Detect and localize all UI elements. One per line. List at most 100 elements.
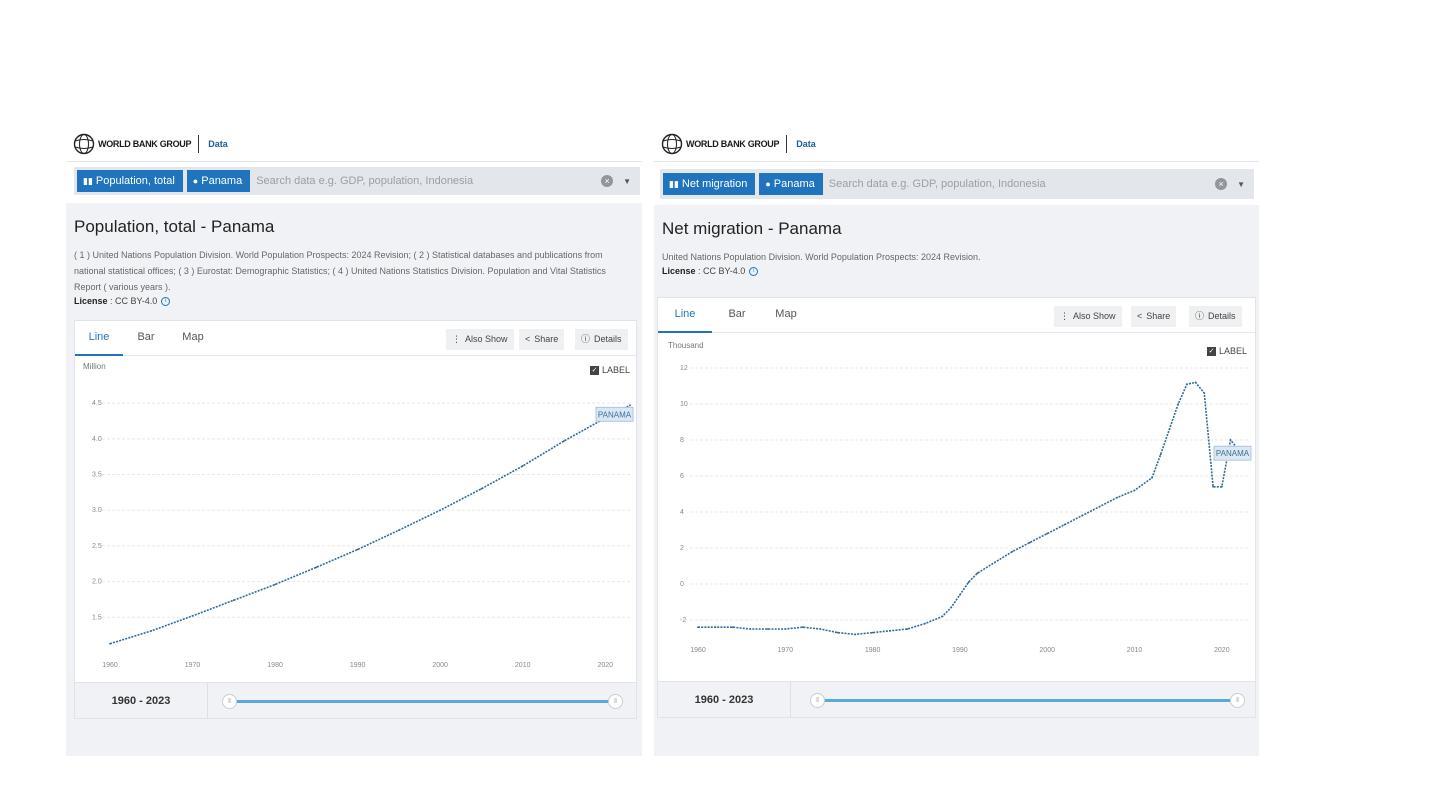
also-show-label: Also Show [1073, 311, 1116, 321]
chart-tabs: Line Bar Map ⋮ Also Show < Share ⓘ Details [75, 321, 636, 356]
label-toggle[interactable]: ✓ LABEL [1207, 346, 1247, 356]
data-point [1063, 523, 1066, 526]
data-point [563, 440, 565, 442]
data-point [732, 626, 734, 629]
net-migration-panel: WORLD BANK GROUP Data ▮▮ Net migration ●… [654, 126, 1259, 756]
world-bank-globe-logo[interactable] [661, 133, 683, 155]
tab-bar[interactable]: Bar [728, 308, 746, 320]
data-point [1185, 383, 1188, 386]
tab-line[interactable]: Line [75, 321, 123, 356]
data-link[interactable]: Data [208, 138, 228, 149]
y-tick-label: -2 [680, 617, 686, 624]
data-point [439, 509, 442, 512]
indicator-chip-label: Population, total [95, 175, 175, 187]
map-pin-icon: ● [192, 176, 199, 186]
indicator-chip[interactable]: ▮▮ Population, total [77, 170, 183, 192]
license-value[interactable]: : CC BY-4.0 [695, 266, 746, 276]
tab-map[interactable]: Map [775, 308, 797, 320]
info-circle-icon: ⓘ [1195, 311, 1205, 321]
data-point [480, 487, 483, 490]
tab-map[interactable]: Map [182, 331, 204, 343]
search-input[interactable]: Search data e.g. GDP, population, Indone… [828, 178, 1046, 190]
range-slider-end-handle[interactable]: ||| [608, 694, 623, 709]
info-icon[interactable]: i [161, 297, 171, 307]
search-bar: ▮▮ Net migration ● Panama Search data e.… [660, 169, 1254, 199]
data-point [1194, 381, 1197, 384]
y-tick-label: 1.5 [92, 614, 102, 621]
data-point [714, 626, 717, 629]
range-slider-track[interactable] [818, 699, 1236, 702]
share-button[interactable]: < Share [519, 329, 565, 350]
y-tick-label: 8 [680, 437, 684, 444]
chart-tabs: Line Bar Map ⋮ Also Show < Share ⓘ Details [658, 298, 1255, 333]
info-icon[interactable]: i [749, 267, 759, 277]
page-title: Population, total - Panama [74, 217, 275, 236]
tab-bar[interactable]: Bar [137, 331, 155, 343]
data-point [1220, 485, 1223, 488]
world-bank-globe-logo[interactable] [73, 133, 95, 155]
data-point [871, 631, 874, 634]
data-point [766, 628, 769, 630]
share-button[interactable]: < Share [1131, 306, 1177, 327]
label-toggle-text: LABEL [602, 365, 631, 375]
range-slider-track[interactable] [230, 700, 615, 703]
chevron-down-icon[interactable]: ▼ [1237, 179, 1245, 189]
y-tick-label: 3.0 [92, 507, 102, 514]
bar-chart-icon: ▮▮ [83, 176, 93, 186]
y-tick-label: 2.5 [92, 543, 102, 550]
data-point [150, 629, 153, 632]
x-tick-label: 1980 [865, 647, 881, 654]
data-point [906, 628, 909, 630]
data-point [1028, 541, 1031, 544]
search-input[interactable]: Search data e.g. GDP, population, Indone… [256, 175, 474, 187]
share-icon: < [525, 334, 531, 344]
also-show-button[interactable]: ⋮ Also Show [446, 329, 514, 350]
country-chip[interactable]: ● Panama [759, 173, 823, 195]
brand-name: WORLD BANK GROUP [686, 138, 780, 149]
data-point [397, 529, 400, 532]
data-point [191, 614, 194, 617]
search-bar: ▮▮ Population, total ● Panama Search dat… [74, 167, 640, 195]
data-point [109, 642, 111, 645]
content-area: Population, total - Panama ( 1 ) United … [66, 203, 642, 756]
series-line [698, 381, 1249, 636]
details-button[interactable]: ⓘ Details [575, 329, 628, 350]
x-tick-label: 1980 [267, 662, 283, 669]
page-title: Net migration - Panama [662, 219, 842, 238]
details-button[interactable]: ⓘ Details [1189, 306, 1242, 327]
country-chip[interactable]: ● Panama [186, 170, 251, 192]
x-tick-label: 2010 [1127, 647, 1143, 654]
y-tick-label: 12 [680, 365, 688, 372]
y-tick-label: 6 [680, 473, 684, 480]
data-point [993, 561, 996, 564]
data-point [976, 572, 979, 575]
clear-icon[interactable]: × [601, 175, 614, 187]
y-tick-label: 3.5 [92, 472, 102, 479]
data-point [356, 548, 359, 551]
population-panel: WORLD BANK GROUP Data ▮▮ Population, tot… [66, 126, 642, 756]
range-bar: 1960 - 2023 ||| ||| [75, 682, 636, 719]
range-slider-start-handle[interactable]: ||| [222, 694, 237, 709]
checkbox-icon[interactable]: ✓ [590, 365, 599, 375]
y-tick-label: 10 [680, 401, 688, 408]
data-link[interactable]: Data [796, 138, 816, 149]
license-value[interactable]: : CC BY-4.0 [107, 296, 158, 306]
also-show-button[interactable]: ⋮ Also Show [1054, 306, 1122, 327]
checkbox-icon[interactable]: ✓ [1207, 346, 1216, 356]
chevron-down-icon[interactable]: ▼ [623, 176, 631, 186]
x-tick-label: 2020 [1214, 647, 1230, 654]
source-note: ( 1 ) United Nations Population Division… [74, 250, 606, 292]
range-slider-start-handle[interactable]: ||| [810, 693, 825, 708]
details-label: Details [594, 334, 622, 344]
indicator-chip[interactable]: ▮▮ Net migration [663, 173, 756, 195]
data-point [1098, 505, 1101, 508]
label-toggle[interactable]: ✓ LABEL [590, 365, 630, 375]
clear-icon[interactable]: × [1215, 178, 1228, 190]
range-slider-end-handle[interactable]: ||| [1230, 693, 1245, 708]
y-axis-unit: Million [83, 362, 106, 371]
indicator-chip-label: Net migration [681, 178, 748, 190]
tab-line[interactable]: Line [658, 298, 712, 333]
brand-divider [198, 134, 200, 153]
brand-header: WORLD BANK GROUP Data [654, 126, 1259, 162]
x-tick-label: 1960 [690, 647, 706, 654]
